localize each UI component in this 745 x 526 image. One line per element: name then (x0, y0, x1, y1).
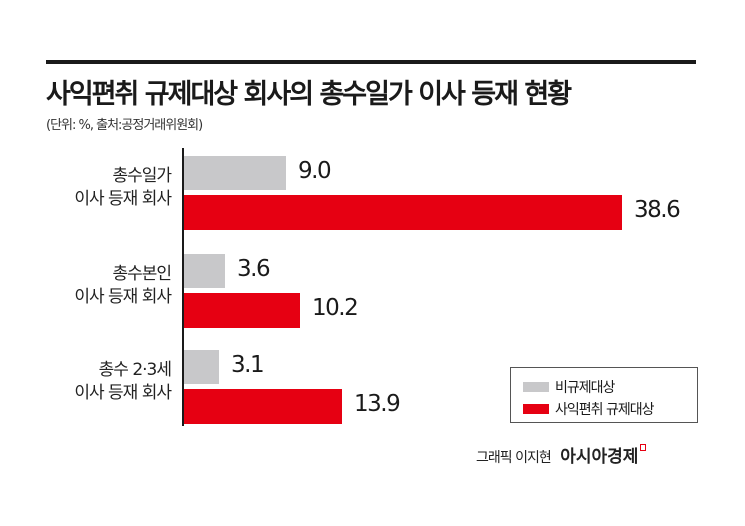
legend-item-nonregulated: 비규제대상 (523, 377, 615, 397)
credit: 그래픽 이지현 아시아경제 (476, 442, 647, 467)
legend-swatch-red (523, 404, 549, 414)
value-label: 38.6 (634, 197, 681, 223)
value-label: 13.9 (354, 391, 401, 417)
bar-nonregulated (184, 350, 219, 384)
chart-title: 사익편취 규제대상 회사의 총수일가 이사 등재 현황 (46, 79, 572, 110)
legend-swatch-gray (523, 382, 549, 392)
title-rule (46, 60, 696, 64)
brand-logo: 아시아경제 (560, 447, 639, 467)
bar-regulated (184, 195, 622, 230)
bar-nonregulated (184, 254, 225, 288)
value-label: 10.2 (312, 295, 359, 321)
value-label: 3.1 (231, 352, 265, 378)
bar-regulated (184, 293, 300, 328)
legend: 비규제대상 사익편취 규제대상 (510, 367, 698, 423)
brand-mark-icon (640, 444, 647, 451)
legend-item-regulated: 사익편취 규제대상 (523, 399, 654, 419)
value-label: 9.0 (298, 158, 332, 184)
y-axis-line (182, 148, 184, 426)
legend-label: 사익편취 규제대상 (555, 402, 654, 418)
category-label-line1: 총수일가 (112, 166, 172, 186)
category-label-line2: 이사 등재 회사 (74, 287, 172, 307)
chart-subtitle: (단위: %, 출처:공정거래위원회) (46, 118, 203, 133)
category-label-line1: 총수본인 (112, 264, 172, 284)
category-label-line1: 총수 2·3세 (98, 360, 172, 380)
category-label-line2: 이사 등재 회사 (74, 189, 172, 209)
legend-label: 비규제대상 (555, 380, 615, 396)
bar-regulated (184, 389, 342, 424)
value-label: 3.6 (237, 256, 271, 282)
bar-nonregulated (184, 156, 286, 190)
category-label-line2: 이사 등재 회사 (74, 383, 172, 403)
credit-text: 그래픽 이지현 (476, 450, 552, 466)
